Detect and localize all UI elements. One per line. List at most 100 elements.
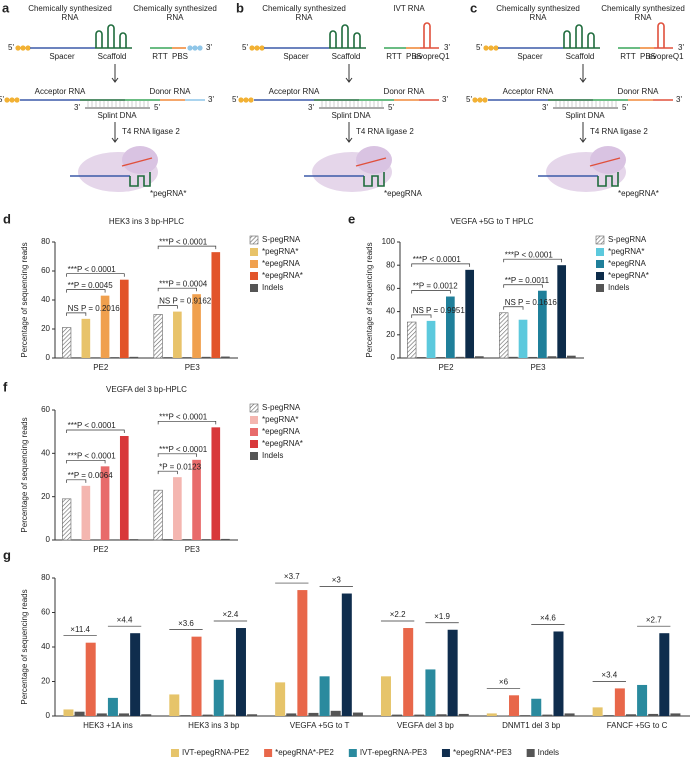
legend-label: S-pegRNA (262, 235, 301, 244)
fold-label: ×2.2 (390, 610, 406, 619)
fold-label: ×4.6 (540, 614, 556, 623)
y-tick-label: 80 (41, 573, 50, 582)
indel-bar (436, 357, 446, 358)
y-tick-label: 0 (391, 353, 396, 362)
diagram-label: PBS (640, 52, 656, 61)
indel-bar (182, 539, 192, 540)
comparison-label: ***P < 0.0001 (159, 445, 208, 454)
legend-label: *pegRNA* (608, 247, 644, 256)
bar (169, 694, 180, 716)
legend-swatch (249, 235, 259, 245)
x-tick-label: VEGFA del 3 bp (397, 721, 454, 730)
diagram-label: 5' (476, 43, 482, 52)
legend-label: *pegRNA* (262, 247, 298, 256)
diagram-label: *epegRNA (384, 189, 422, 198)
indel-bar (455, 356, 465, 358)
chart-title: VEGFA +5G to T HPLC (450, 217, 533, 226)
fold-label: ×6 (499, 677, 509, 686)
diagram-label: Spacer (517, 52, 543, 61)
modification (248, 97, 254, 103)
legend-label: *epegRNA* (262, 439, 303, 448)
indel-bar (417, 357, 426, 358)
legend-label: *epegRNA* (262, 271, 303, 280)
bar (426, 320, 436, 358)
comparison-label: NS P = 0.9951 (413, 306, 466, 315)
bar (407, 321, 417, 359)
diagram-label: 5' (0, 95, 4, 104)
indel-bar (564, 713, 575, 716)
diagram-label: 5' (154, 103, 160, 112)
diagram-label: 3' (442, 95, 448, 104)
legend-swatch (264, 749, 273, 757)
indel-bar (163, 357, 173, 358)
bar (192, 294, 201, 358)
protein (590, 146, 626, 174)
comparison-label: NS P = 0.1616 (505, 298, 558, 307)
indel-bar (520, 715, 531, 716)
comparison-label: **P = 0.0064 (68, 471, 114, 480)
bar (446, 296, 455, 358)
indel-bar (201, 539, 211, 540)
diagram-label: Chemically synthesized (133, 4, 217, 13)
product-rna (121, 157, 153, 167)
indel-bar (648, 713, 659, 716)
legend-swatch (441, 749, 450, 757)
diagram-label: RNA (530, 13, 548, 22)
legend-label: Indels (608, 283, 629, 292)
hairpin (353, 32, 361, 48)
diagram-label: IVT RNA (393, 4, 425, 13)
indel-bar (182, 357, 192, 358)
diagram-label: PBS (406, 52, 422, 61)
legend-swatch (250, 416, 258, 424)
x-tick-label: DNMT1 del 3 bp (502, 721, 561, 730)
diagram-label: RNA (635, 13, 653, 22)
modification (472, 97, 478, 103)
comparison-label: *P = 0.0123 (159, 462, 201, 471)
legend-swatch (170, 749, 179, 757)
bar (447, 629, 458, 716)
x-tick-label: PE3 (185, 545, 201, 554)
x-tick-label: HEK3 +1A ins (83, 721, 133, 730)
bar (403, 628, 414, 716)
modification (249, 45, 255, 51)
indel-bar (458, 713, 469, 716)
indel-bar (201, 356, 211, 358)
diagram-label: evopreQ1 (414, 52, 450, 61)
diagram-label: Chemically synthesized (601, 4, 685, 13)
diagram-label: Chemically synthesized (496, 4, 580, 13)
bar (85, 642, 96, 716)
legend-swatch (250, 248, 258, 256)
legend-swatch (250, 428, 258, 436)
indel-bar (119, 713, 130, 716)
legend-swatch (250, 260, 258, 268)
y-tick-label: 0 (46, 353, 51, 362)
bar (81, 318, 91, 358)
bar (531, 698, 542, 716)
y-tick-label: 60 (386, 284, 395, 293)
legend-swatch (526, 749, 535, 757)
panel-label: d (3, 211, 11, 226)
legend-label: IVT-epegRNA-PE3 (360, 748, 428, 757)
product-rna (129, 172, 151, 187)
bar (62, 327, 72, 359)
bar (614, 688, 625, 716)
indel-bar (129, 539, 139, 540)
y-tick-label: 60 (41, 266, 50, 275)
bar (213, 679, 224, 716)
diagram-label: RTT (152, 52, 168, 61)
diagram-label: RTT (620, 52, 636, 61)
comparison-label: ***P < 0.0001 (505, 250, 554, 259)
panel-label: b (236, 0, 244, 15)
modification (25, 45, 31, 51)
arrow (345, 122, 353, 143)
bar (486, 713, 497, 716)
diagram-label: Splint DNA (97, 111, 137, 120)
panel-label: g (3, 547, 11, 562)
diagram-label: 3' (444, 43, 450, 52)
y-tick-label: 20 (41, 324, 50, 333)
bar (100, 466, 110, 540)
y-tick-label: 20 (386, 330, 395, 339)
legend-label: S-pegRNA (262, 403, 301, 412)
legend-swatch (250, 272, 258, 280)
y-tick-label: 80 (386, 260, 395, 269)
